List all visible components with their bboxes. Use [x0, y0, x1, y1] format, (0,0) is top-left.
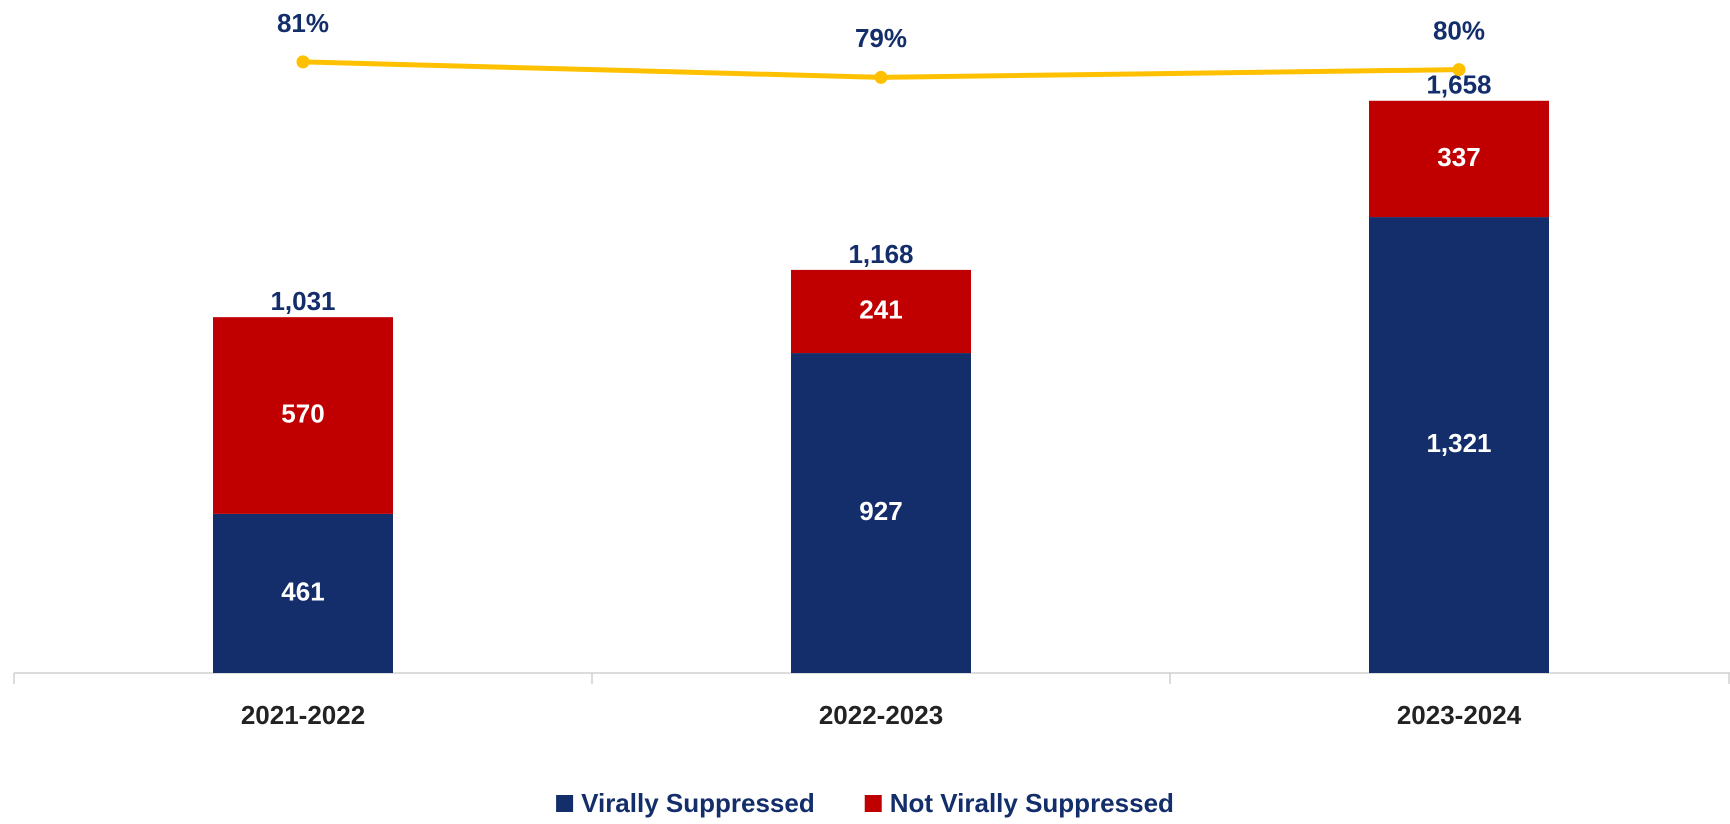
percent-label: 81% [277, 8, 329, 38]
percent-label: 80% [1433, 15, 1485, 45]
bar-segment [791, 269, 971, 354]
total-label: 1,031 [270, 286, 335, 316]
percent-point [874, 70, 888, 84]
bar-value-label: 461 [281, 576, 324, 606]
percent-label: 79% [855, 23, 907, 53]
bar-segment [1369, 217, 1549, 674]
bar-value-label: 927 [859, 496, 902, 526]
bar-value-label: 1,321 [1426, 428, 1491, 458]
x-tick-label: 2021-2022 [241, 700, 365, 730]
legend-swatch [556, 795, 574, 812]
x-tick-label: 2022-2023 [819, 700, 943, 730]
bar-segment [791, 353, 971, 673]
bar-segment [213, 317, 393, 514]
legend: Virally Suppressed Not Virally Suppressed [556, 788, 1174, 818]
bar-value-label: 570 [281, 398, 324, 428]
bar-segment [1369, 100, 1549, 218]
bar-segment [213, 513, 393, 673]
bar-value-label: 337 [1437, 142, 1480, 172]
x-tick-label: 2023-2024 [1397, 700, 1522, 730]
legend-swatch [864, 795, 882, 812]
percent-point [296, 55, 310, 69]
legend-label: Not Virally Suppressed [890, 788, 1174, 818]
percent-point [1452, 63, 1466, 77]
legend-label: Virally Suppressed [581, 788, 815, 818]
bar-value-label: 241 [859, 294, 902, 324]
total-label: 1,168 [848, 239, 913, 269]
